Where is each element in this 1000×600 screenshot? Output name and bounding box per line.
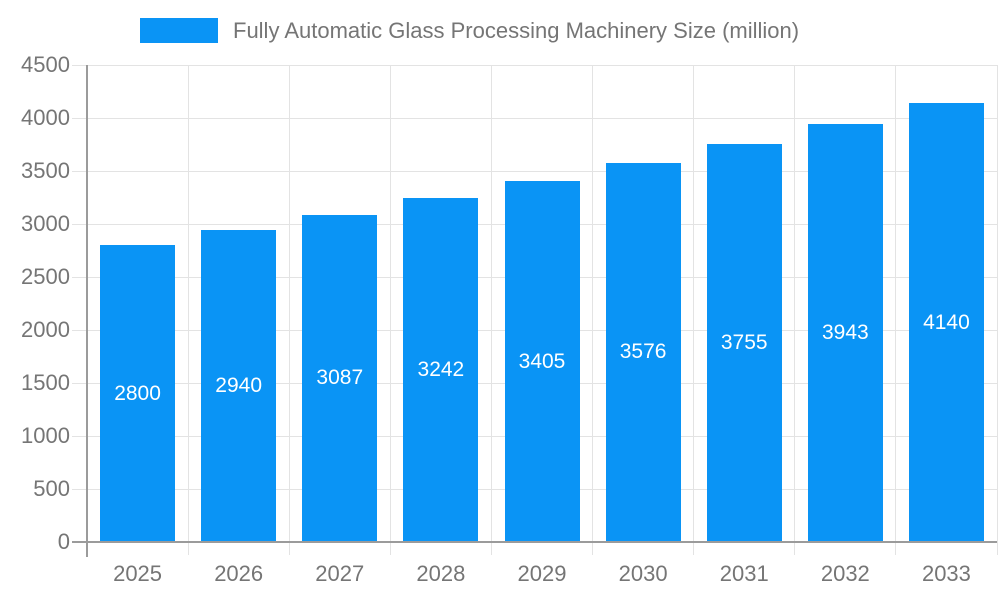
y-tick-label: 3000 bbox=[21, 211, 70, 236]
y-axis-line bbox=[86, 65, 88, 557]
gridline-v bbox=[288, 65, 290, 555]
bar-2027[interactable]: 3087 bbox=[302, 214, 378, 542]
bar-2033[interactable]: 4140 bbox=[908, 103, 984, 542]
bar-2030[interactable]: 3576 bbox=[605, 162, 681, 542]
gridline-h bbox=[72, 117, 997, 119]
x-tick-label: 2029 bbox=[517, 561, 567, 586]
y-tick-label: 4000 bbox=[21, 105, 70, 130]
gridline-v bbox=[592, 65, 594, 555]
legend-swatch bbox=[140, 18, 218, 43]
gridline-v bbox=[693, 65, 695, 555]
bar-value-label: 3405 bbox=[518, 349, 566, 373]
x-tick-label: 2030 bbox=[618, 561, 668, 586]
x-tick-label: 2026 bbox=[214, 561, 264, 586]
bar-2029[interactable]: 3405 bbox=[504, 181, 580, 542]
bar-value-label: 3755 bbox=[720, 330, 768, 354]
y-tick-label: 1000 bbox=[21, 423, 70, 448]
bar-value-label: 2800 bbox=[114, 381, 161, 405]
y-tick-label: 0 bbox=[57, 529, 70, 554]
bar-2032[interactable]: 3943 bbox=[807, 124, 883, 542]
x-tick-label: 2025 bbox=[113, 561, 163, 586]
x-tick-label: 2031 bbox=[719, 561, 769, 586]
bar-2031[interactable]: 3755 bbox=[706, 143, 782, 542]
gridline-v bbox=[490, 65, 492, 555]
x-axis-line bbox=[72, 541, 997, 543]
legend: Fully Automatic Glass Processing Machine… bbox=[140, 17, 799, 44]
gridline-v bbox=[389, 65, 391, 555]
legend-item[interactable]: Fully Automatic Glass Processing Machine… bbox=[140, 18, 799, 44]
y-tick-label: 1500 bbox=[21, 370, 70, 395]
bar-value-label: 3943 bbox=[821, 321, 869, 344]
legend-label: Fully Automatic Glass Processing Machine… bbox=[233, 17, 800, 43]
x-tick-label: 2028 bbox=[416, 561, 466, 586]
gridline-h bbox=[72, 64, 997, 66]
bar-value-label: 3242 bbox=[417, 358, 465, 382]
x-tick-label: 2033 bbox=[921, 561, 971, 586]
gridline-v bbox=[996, 65, 998, 555]
y-tick-label: 4500 bbox=[21, 52, 70, 77]
gridline-h bbox=[72, 170, 997, 172]
y-tick-label: 2500 bbox=[21, 264, 70, 289]
y-tick-label: 500 bbox=[33, 476, 70, 501]
bar-value-label: 4140 bbox=[923, 310, 970, 334]
y-tick-label: 3500 bbox=[21, 158, 70, 183]
gridline-v bbox=[187, 65, 189, 555]
x-tick-label: 2032 bbox=[820, 561, 870, 586]
bar-value-label: 2940 bbox=[215, 374, 263, 398]
y-tick-label: 2000 bbox=[21, 317, 70, 342]
bar-2025[interactable]: 2800 bbox=[100, 245, 176, 542]
bar-value-label: 3087 bbox=[316, 366, 364, 390]
bar-value-label: 3576 bbox=[619, 340, 667, 364]
bar-2026[interactable]: 2940 bbox=[201, 230, 277, 542]
gridline-v bbox=[794, 65, 796, 555]
bar-2028[interactable]: 3242 bbox=[403, 198, 479, 542]
gridline-v bbox=[895, 65, 897, 555]
x-tick-label: 2027 bbox=[315, 561, 365, 586]
